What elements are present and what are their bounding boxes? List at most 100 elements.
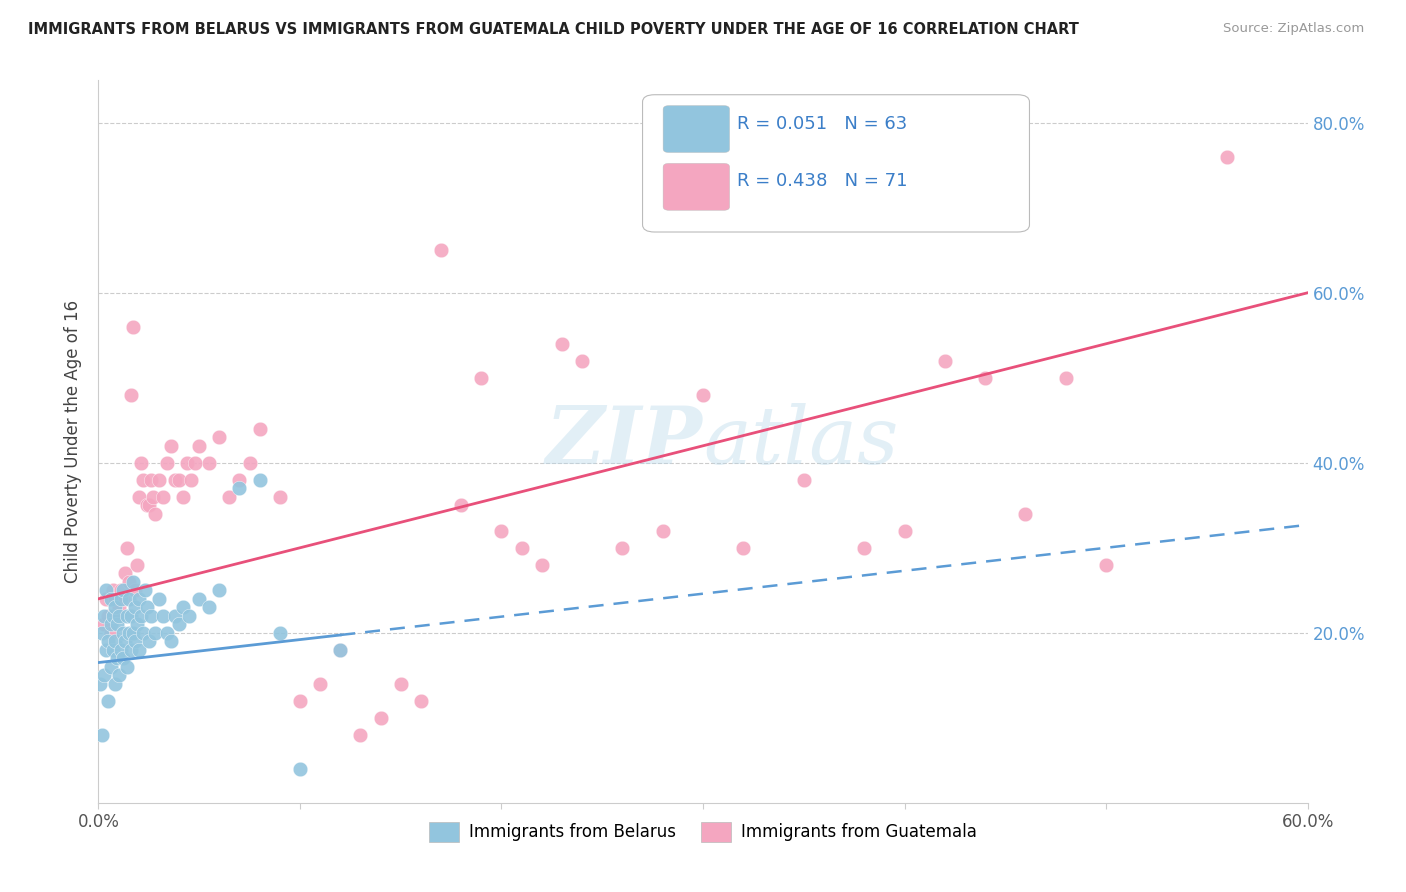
Point (651, 524, 673, 538)
Point (103, 600, 125, 615)
Point (107, 668, 129, 682)
Point (184, 456, 207, 470)
Point (249, 422, 271, 436)
Point (530, 558, 553, 572)
Point (249, 473, 271, 487)
Point (124, 634, 146, 648)
Point (167, 473, 190, 487)
Point (612, 541, 634, 555)
Point (107, 600, 129, 615)
Point (198, 456, 221, 470)
Point (156, 625, 179, 640)
Point (135, 498, 157, 512)
Point (125, 617, 148, 632)
Point (111, 583, 134, 598)
Point (97, 634, 120, 648)
Point (228, 473, 250, 487)
Point (97, 694, 120, 708)
Point (114, 566, 136, 581)
Point (180, 473, 202, 487)
Point (128, 642, 150, 657)
Point (160, 634, 183, 648)
Point (100, 660, 122, 674)
Point (132, 473, 155, 487)
Point (491, 524, 513, 538)
Text: atlas: atlas (703, 403, 898, 480)
Point (409, 694, 432, 708)
Point (172, 490, 194, 504)
Point (692, 388, 714, 402)
Point (111, 651, 134, 665)
Point (309, 677, 332, 691)
Point (124, 600, 146, 615)
Point (105, 608, 128, 623)
Point (974, 371, 997, 385)
Point (152, 608, 174, 623)
Point (132, 625, 155, 640)
Point (96, 591, 118, 606)
Point (100, 591, 122, 606)
Point (288, 762, 311, 776)
Point (118, 591, 141, 606)
Point (152, 490, 174, 504)
FancyBboxPatch shape (664, 163, 730, 211)
Point (134, 583, 156, 598)
Point (118, 625, 141, 640)
Point (179, 608, 201, 623)
Text: R = 0.438   N = 71: R = 0.438 N = 71 (737, 172, 907, 190)
Point (934, 353, 956, 368)
Point (198, 600, 221, 615)
Point (1054, 371, 1077, 385)
Point (135, 600, 157, 615)
Point (167, 617, 190, 632)
Point (93, 608, 115, 623)
Point (124, 583, 146, 598)
Point (733, 541, 755, 555)
Point (143, 507, 166, 521)
Point (143, 625, 166, 640)
Point (188, 439, 211, 453)
Point (142, 490, 165, 504)
Point (430, 244, 453, 258)
Point (111, 625, 134, 640)
Point (370, 711, 392, 725)
Text: R = 0.051   N = 63: R = 0.051 N = 63 (737, 115, 907, 133)
Point (115, 608, 138, 623)
Point (288, 694, 311, 708)
Point (450, 498, 472, 512)
Point (893, 524, 915, 538)
Point (89, 677, 111, 691)
Point (389, 677, 412, 691)
Point (1014, 507, 1036, 521)
Point (120, 388, 142, 402)
Point (510, 541, 533, 555)
Point (118, 574, 141, 589)
Point (101, 608, 124, 623)
Text: ZIP: ZIP (546, 403, 703, 480)
Point (101, 583, 124, 598)
Point (121, 319, 143, 334)
Point (239, 456, 262, 470)
Point (128, 591, 150, 606)
Point (125, 558, 148, 572)
Point (107, 608, 129, 623)
Point (329, 642, 352, 657)
Point (139, 608, 162, 623)
Point (208, 583, 231, 598)
Legend: Immigrants from Belarus, Immigrants from Guatemala: Immigrants from Belarus, Immigrants from… (422, 815, 984, 848)
Point (1095, 558, 1118, 572)
Point (96, 642, 118, 657)
Point (163, 473, 186, 487)
Point (138, 634, 160, 648)
Point (91, 728, 114, 742)
Point (269, 490, 291, 504)
Point (470, 371, 492, 385)
Point (120, 642, 142, 657)
Point (96, 583, 118, 598)
Point (120, 608, 142, 623)
Point (1216, 150, 1239, 164)
Point (853, 541, 876, 555)
Point (551, 336, 574, 351)
Point (103, 591, 125, 606)
Text: IMMIGRANTS FROM BELARUS VS IMMIGRANTS FROM GUATEMALA CHILD POVERTY UNDER THE AGE: IMMIGRANTS FROM BELARUS VS IMMIGRANTS FR… (28, 22, 1078, 37)
